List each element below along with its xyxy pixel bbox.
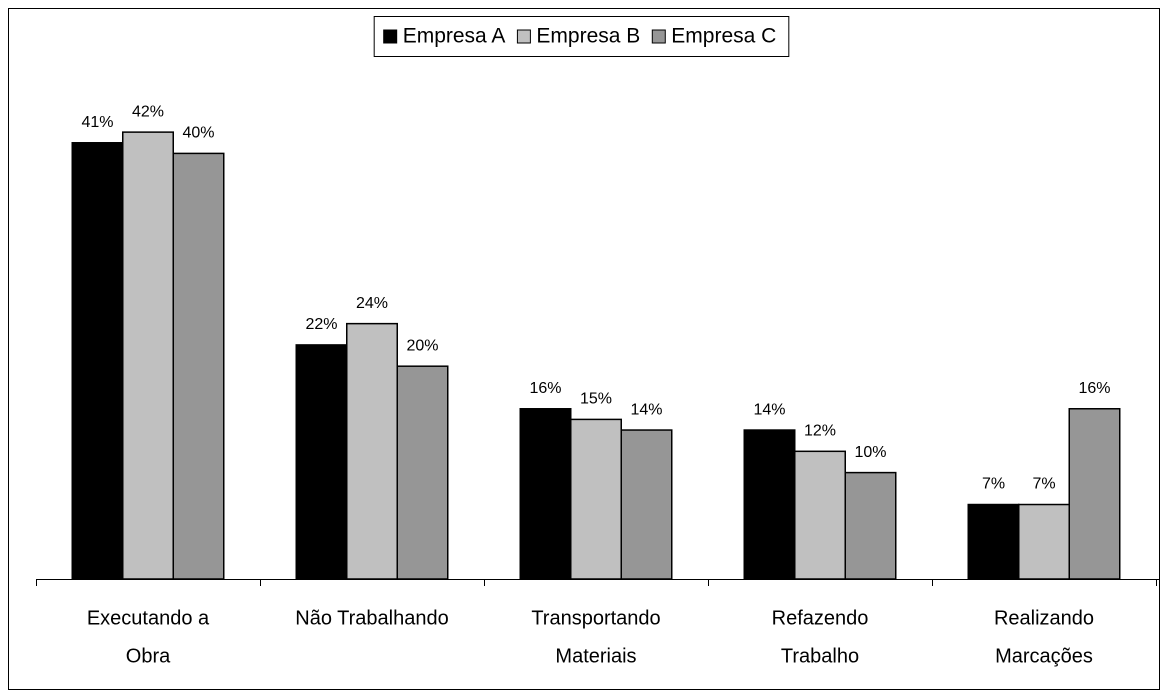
legend-swatch [517, 30, 530, 43]
x-tick-label: Trabalho [781, 645, 859, 667]
x-tick-label: Obra [126, 645, 171, 667]
value-label: 14% [630, 401, 662, 418]
bar [72, 143, 123, 579]
legend-swatch [652, 30, 665, 43]
value-label: 20% [406, 337, 438, 354]
bar [845, 473, 896, 579]
bar [571, 419, 622, 579]
legend: Empresa A Empresa B Empresa C [374, 17, 789, 57]
legend-label: Empresa A [403, 25, 506, 48]
bar [968, 505, 1019, 579]
legend-label: Empresa C [671, 25, 776, 48]
x-tick-label: Realizando [994, 607, 1094, 629]
value-label: 15% [580, 391, 612, 408]
legend-swatch [384, 30, 397, 43]
bar [795, 451, 846, 579]
bar [347, 324, 398, 579]
x-tick-label: Materiais [555, 645, 636, 667]
chart: 41% 42% 40% Executando a Obra 22% 24% 20% Não Tr… [0, 0, 1168, 699]
bar [397, 366, 448, 579]
value-label: 24% [356, 295, 388, 312]
value-label: 16% [1078, 380, 1110, 397]
value-label: 12% [804, 423, 836, 440]
value-label: 14% [753, 401, 785, 418]
bar [173, 153, 224, 579]
value-label: 10% [854, 444, 886, 461]
x-tick-label: Não Trabalhando [295, 607, 448, 629]
bar [123, 132, 174, 579]
x-tick-label: Refazendo [772, 607, 869, 629]
x-tick-label: Transportando [531, 607, 660, 629]
bar [744, 430, 795, 579]
bar [520, 409, 571, 579]
value-label: 22% [305, 316, 337, 333]
value-label: 7% [982, 476, 1005, 493]
x-tick-label: Executando a [87, 607, 210, 629]
value-label: 41% [81, 114, 113, 131]
x-tick-label: Marcações [995, 645, 1093, 667]
value-label: 42% [132, 103, 164, 120]
bar [296, 345, 347, 579]
bar [1069, 409, 1120, 579]
value-label: 16% [529, 380, 561, 397]
legend-label: Empresa B [536, 25, 640, 48]
bar [1019, 505, 1070, 579]
bar [621, 430, 672, 579]
value-label: 7% [1032, 476, 1055, 493]
value-label: 40% [182, 125, 214, 142]
